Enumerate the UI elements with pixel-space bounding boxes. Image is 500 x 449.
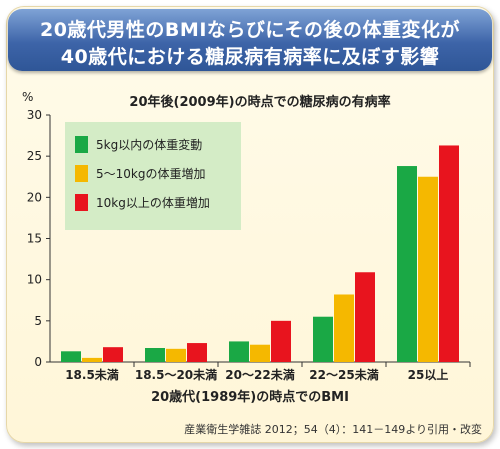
- bar: [313, 316, 333, 362]
- y-tick-label: 20: [27, 190, 42, 204]
- legend-swatch: [75, 194, 88, 211]
- x-tick-label: 22〜25未満: [309, 367, 378, 382]
- bar: [61, 351, 81, 362]
- bar: [229, 341, 249, 362]
- y-tick-label: 30: [27, 108, 42, 122]
- legend-box: [65, 122, 241, 230]
- title-line-1: 20歳代男性のBMIならびにその後の体重変化が: [39, 19, 461, 41]
- y-tick-label: 15: [27, 232, 42, 246]
- title-banner: 20歳代男性のBMIならびにその後の体重変化が 40歳代における糖尿病有病率に及…: [8, 9, 492, 71]
- bar: [103, 347, 123, 362]
- legend-label: 5〜10kgの体重増加: [96, 167, 205, 181]
- bar: [187, 343, 207, 362]
- source-citation: 産業衛生学雑誌 2012；54（4）：141－149より引用・改変: [184, 423, 482, 436]
- chart-title: 20年後(2009年)の時点での糖尿病の有病率: [129, 94, 390, 110]
- bar: [166, 348, 186, 362]
- y-tick-label: 10: [27, 273, 42, 287]
- bar: [355, 272, 375, 362]
- bar: [334, 294, 354, 362]
- x-tick-label: 18.5〜20未満: [135, 367, 217, 382]
- legend-label: 5kg以内の体重変動: [96, 137, 202, 152]
- title-line-2: 40歳代における糖尿病有病率に及ぼす影響: [60, 46, 440, 68]
- x-tick-label: 25以上: [408, 367, 449, 382]
- x-axis-title: 20歳代(1989年)の時点でのBMI: [151, 389, 349, 405]
- x-tick-label: 18.5未満: [65, 367, 119, 382]
- bar: [439, 145, 459, 362]
- x-tick-label: 20〜22未満: [225, 367, 294, 382]
- bar: [397, 166, 417, 362]
- y-tick-label: 0: [34, 355, 42, 369]
- bar: [145, 348, 165, 362]
- y-tick-label: 25: [27, 149, 42, 163]
- legend-swatch: [75, 136, 88, 153]
- bar: [271, 320, 291, 362]
- y-tick-label: 5: [34, 314, 42, 328]
- legend-label: 10kg以上の体重増加: [96, 196, 210, 210]
- y-axis-unit: %: [22, 90, 33, 104]
- bar: [82, 357, 102, 362]
- bar: [250, 344, 270, 362]
- legend-swatch: [75, 165, 88, 182]
- bar: [418, 176, 438, 362]
